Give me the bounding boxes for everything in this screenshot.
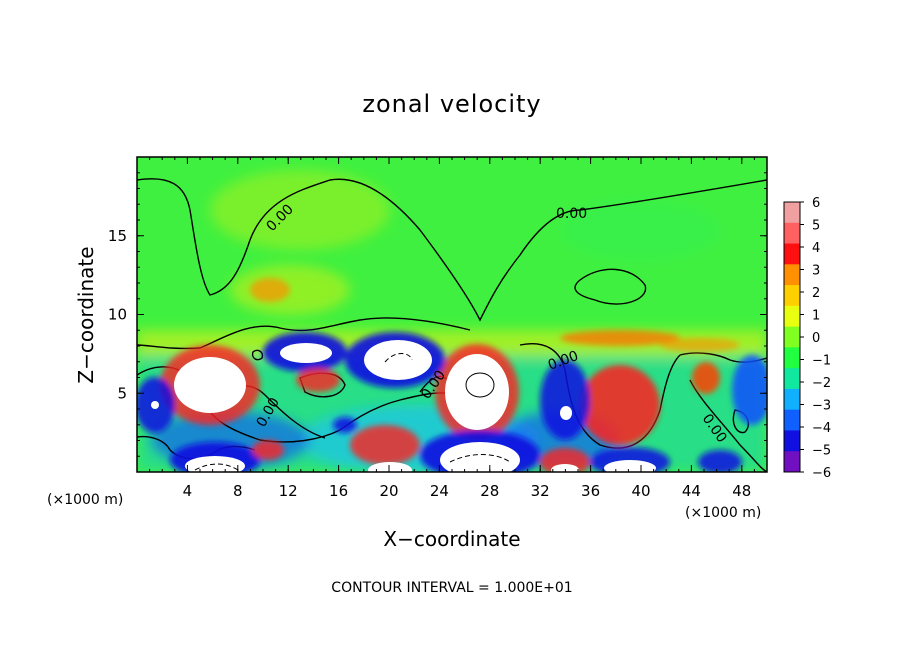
colorbar-tick-label: 5	[812, 219, 820, 234]
colorbar-segment	[784, 285, 800, 307]
colorbar-tick-label: −4	[812, 421, 831, 436]
x-tick-label: 48	[732, 482, 751, 500]
colorbar-segment	[784, 222, 800, 245]
contour-label: 0.00	[556, 206, 587, 222]
x-tick-label: 4	[183, 482, 193, 500]
colorbar-segment	[784, 451, 800, 473]
colorbar-tick-label: 0	[812, 331, 820, 346]
colorbar-segment	[784, 347, 800, 369]
colorbar-segment	[784, 202, 800, 224]
y-tick-label: 10	[108, 306, 127, 324]
colorbar-segment	[784, 264, 800, 286]
x-axis-title: X−coordinate	[383, 527, 520, 551]
colorbar-tick-label: 4	[812, 241, 820, 256]
chart-title: zonal velocity	[362, 90, 541, 118]
x-tick-label: 24	[430, 482, 449, 500]
x-unit-left: (×1000 m)	[47, 492, 123, 508]
y-axis-title: Z−coordinate	[74, 246, 98, 383]
colorbar: 6 5 4 3 2 1 0 −1 −2 −3 −4 −5 −6	[783, 196, 831, 481]
colorbar-segment	[784, 243, 800, 265]
x-tick-labels: 4 8 12 16 20 24 28 32 36 40 44 48	[183, 482, 752, 500]
colorbar-tick-label: −2	[812, 376, 831, 391]
colorbar-tick-label: −1	[812, 354, 831, 369]
tick-marks	[137, 157, 767, 472]
contour-lines	[137, 178, 767, 472]
y-tick-label: 15	[108, 227, 127, 245]
colorbar-tick-label: 1	[812, 309, 820, 324]
colorbar-segment	[784, 409, 800, 431]
x-unit-right: (×1000 m)	[685, 505, 761, 521]
colorbar-tick-label: −5	[812, 444, 831, 459]
colorbar-segment	[784, 368, 800, 390]
x-tick-label: 12	[279, 482, 298, 500]
colorbar-tick-label: 3	[812, 264, 820, 279]
colorbar-tick-label: 6	[812, 196, 820, 211]
velocity-cores	[137, 278, 767, 472]
x-tick-label: 20	[379, 482, 398, 500]
contour-interval-footer: CONTOUR INTERVAL = 1.000E+01	[331, 580, 572, 596]
x-tick-label: 32	[531, 482, 550, 500]
x-tick-label: 40	[631, 482, 650, 500]
x-tick-label: 36	[581, 482, 600, 500]
colorbar-tick-label: −3	[812, 399, 831, 414]
colorbar-segment	[784, 305, 800, 328]
y-tick-label: 5	[117, 384, 127, 402]
colorbar-segment	[784, 388, 800, 411]
x-tick-label: 16	[329, 482, 348, 500]
colorbar-segment	[784, 430, 800, 452]
y-tick-labels: 5 10 15	[108, 227, 127, 403]
x-tick-label: 28	[480, 482, 499, 500]
colorbar-segment	[784, 326, 800, 348]
colorbar-tick-label: −6	[812, 466, 831, 481]
colorbar-tick-label: 2	[812, 286, 820, 301]
x-tick-label: 8	[233, 482, 243, 500]
x-tick-label: 44	[682, 482, 701, 500]
